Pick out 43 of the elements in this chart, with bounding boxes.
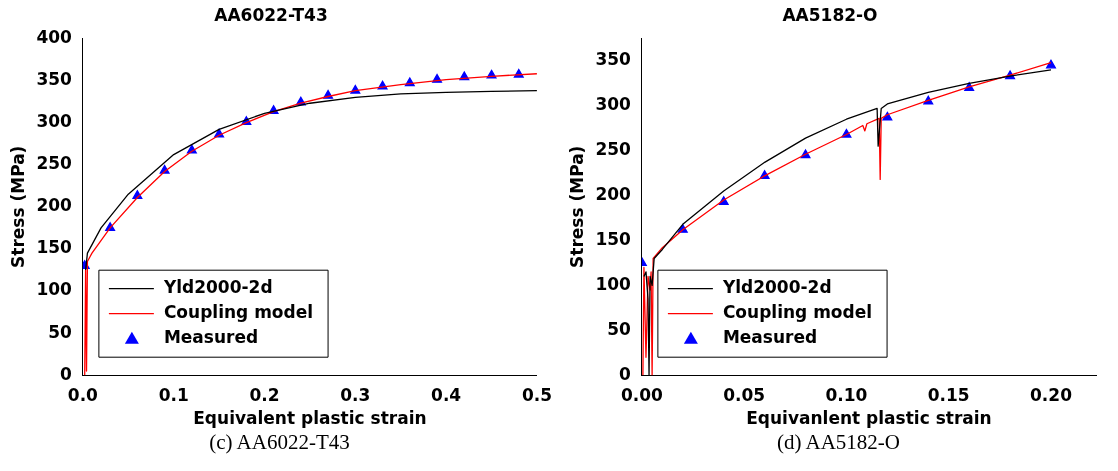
x-tick-label: 0.5 [521,384,552,405]
legend-label: Coupling model [163,302,313,323]
y-tick-label: 50 [47,321,72,342]
y-tick-label: 150 [594,228,631,249]
x-tick-label: 0.2 [248,384,280,405]
y-tick-label: 300 [594,94,631,115]
y-tick-label: 50 [606,318,631,339]
y-tick-label: 100 [35,279,72,300]
x-axis-title: Equivanlent plastic strain [745,408,992,429]
y-tick-label: 200 [35,195,72,216]
x-tick-label: 0.20 [1029,384,1072,405]
chart-title: AA5182-O [781,4,878,25]
y-tick-label: 300 [35,111,72,132]
x-tick-label: 0.4 [430,384,461,405]
x-tick-label: 0.05 [722,384,765,405]
y-tick-label: 100 [594,273,631,294]
y-tick-label: 250 [594,139,631,160]
x-tick-label: 0.1 [158,384,189,405]
y-tick-label: 250 [35,153,72,174]
point [131,190,142,199]
x-axis-title: Equivalent plastic strain [192,408,427,429]
y-tick-label: 400 [35,26,72,47]
x-tick-label: 0.15 [927,384,970,405]
legend-label: Coupling model [722,302,872,323]
x-tick-label: 0.00 [620,384,663,405]
x-tick-label: 0.10 [824,384,868,405]
x-tick-label: 0.0 [67,384,98,405]
legend-label: Yld2000-2d [721,277,832,298]
legend-label: Measured [722,327,817,348]
legend-label: Yld2000-2d [162,277,273,298]
y-axis-title: Stress (MPa) [7,145,28,268]
text: (d) AA5182-O [776,430,901,455]
y-tick-label: 200 [594,184,631,204]
chart-title: AA6022-T43 [213,4,328,25]
y-tick-label: 350 [594,49,631,70]
y-tick-label: 0 [59,363,72,384]
text: (c) AA6022-T43 [209,430,350,455]
y-tick-label: 350 [35,68,72,89]
y-tick-label: 150 [35,237,72,258]
x-tick-label: 0.3 [339,384,370,405]
legend-label: Measured [163,327,258,348]
y-axis-title: Stress (MPa) [566,145,587,268]
y-tick-label: 0 [618,363,631,384]
